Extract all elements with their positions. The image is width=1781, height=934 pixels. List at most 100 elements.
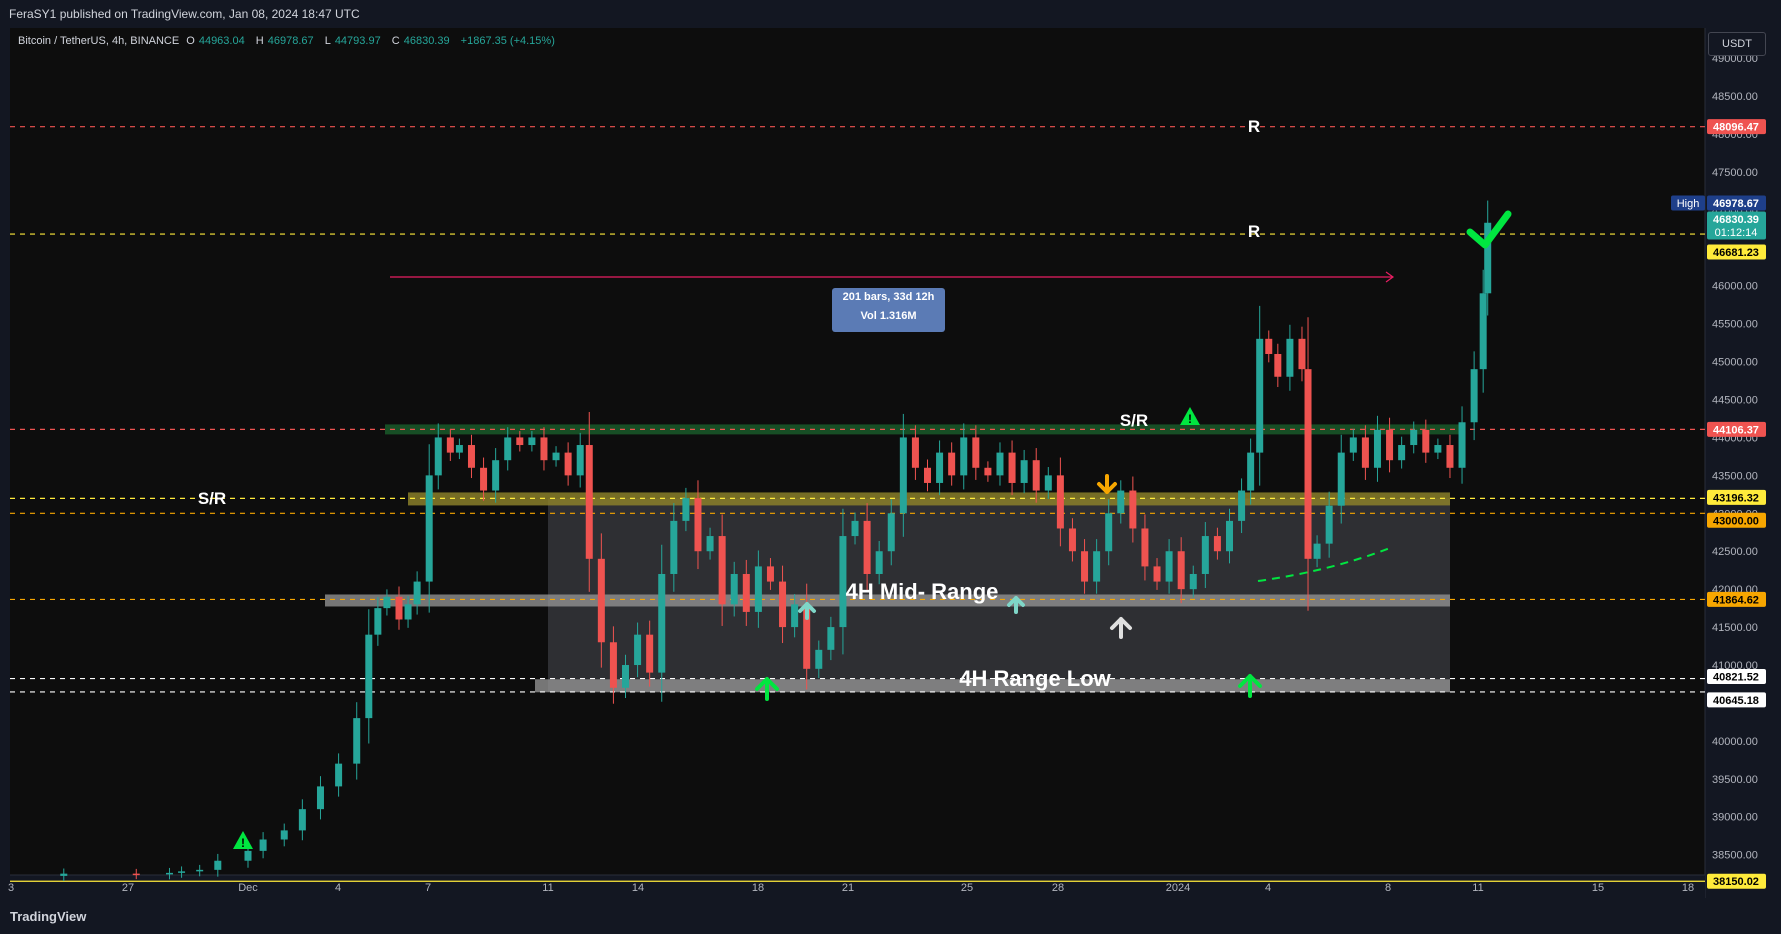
candle-body (395, 596, 403, 620)
candle-body (374, 608, 382, 635)
price-tag-text: 38150.02 (1713, 876, 1759, 888)
candle-body (492, 460, 500, 491)
candle-body (1337, 452, 1345, 506)
label-sr-left: S/R (198, 489, 226, 508)
candle-body (730, 573, 738, 605)
y-tick-label: 40000.00 (1712, 736, 1758, 748)
high-value: 46978.67 (267, 35, 314, 47)
candle-body (960, 437, 968, 476)
candle-body (1434, 445, 1442, 453)
time-axis (10, 875, 1705, 898)
candle-body (694, 498, 702, 552)
label-r-lower: R (1248, 222, 1260, 241)
price-tag-48096.47 (1707, 119, 1766, 135)
candle-body (1446, 445, 1454, 468)
candle-body (791, 604, 799, 628)
candle-body (827, 627, 835, 650)
y-tick-label: 38500.00 (1712, 850, 1758, 862)
candle-body (516, 437, 524, 446)
x-tick-label: 25 (961, 882, 973, 894)
tradingview-logo[interactable]: TradingView (10, 909, 87, 924)
trend-curve (1257, 547, 1391, 582)
price-tag-text: 40821.52 (1713, 672, 1759, 684)
candle-body (996, 452, 1004, 476)
price-tag-text: 41864.62 (1713, 594, 1759, 606)
label-r-upper: R (1248, 117, 1260, 136)
candle-body (455, 445, 463, 453)
alert-icon-2 (233, 831, 253, 849)
candle-body (1349, 437, 1357, 453)
candle-body (576, 445, 584, 476)
close-value: 46830.39 (403, 35, 450, 47)
candle-body (1247, 452, 1255, 491)
alert-icon-1-mark: ! (1188, 412, 1192, 426)
low-label: L (324, 35, 331, 47)
sr-zone-band (408, 492, 1450, 506)
candle-body (658, 573, 666, 673)
candle-body (1129, 490, 1137, 529)
candle-body (1479, 293, 1487, 370)
change-value: +1867.35 (+4.15%) (460, 35, 555, 47)
candle-body (1274, 353, 1282, 377)
candle-body (779, 581, 787, 628)
x-tick-label: 28 (1052, 882, 1064, 894)
price-tag-46830.39 (1707, 211, 1766, 240)
candle-body (1032, 460, 1040, 491)
label-mid-range: 4H Mid- Range (846, 579, 999, 604)
candle-body (1286, 338, 1294, 377)
candle-body (936, 452, 944, 483)
candle-body (1238, 490, 1246, 521)
alert-icon-1 (1180, 407, 1200, 425)
currency-button[interactable]: USDT (1708, 32, 1766, 56)
candle-body (504, 437, 512, 461)
x-tick-label: 27 (122, 882, 134, 894)
candle-body (1398, 445, 1406, 461)
candle-body (404, 604, 412, 620)
x-tick-label: 11 (542, 882, 553, 894)
candle-body (984, 467, 992, 476)
candle-body (839, 536, 847, 628)
candle-body (1265, 338, 1273, 354)
price-tag-43196.32 (1707, 489, 1766, 505)
chart-area[interactable] (10, 28, 1780, 898)
candle-body (875, 551, 883, 574)
high-tag-box (1671, 195, 1705, 211)
candle-body (609, 642, 617, 688)
x-tick-label: 11 (1472, 882, 1483, 894)
candle-body (1256, 338, 1264, 453)
candle-body (646, 634, 654, 673)
price-tag-text: 46830.39 (1713, 214, 1759, 226)
x-tick-label: 14 (632, 882, 644, 894)
price-tag-43000.00 (1707, 512, 1766, 528)
candle-body (887, 513, 895, 552)
candle-body (528, 437, 536, 446)
candle-body (1141, 528, 1149, 567)
y-tick-label: 45000.00 (1712, 357, 1758, 369)
candle-body (1165, 551, 1173, 582)
candle-body (540, 437, 548, 461)
candle-body (1044, 475, 1052, 491)
candle-body (911, 437, 919, 468)
candle-body (622, 665, 629, 688)
open-label: O (186, 35, 195, 47)
up-arrow-green-2 (1238, 674, 1262, 698)
measure-arrow-head (1385, 271, 1395, 283)
y-tick-label: 39500.00 (1712, 774, 1758, 786)
symbol-name[interactable]: Bitcoin / TetherUS, 4h, BINANCE (18, 35, 180, 47)
price-tag-text: 46978.67 (1713, 198, 1759, 210)
candle-body (178, 871, 186, 873)
candle-body (924, 467, 931, 483)
candle-body (434, 437, 442, 476)
label-sr-right: S/R (1120, 411, 1148, 430)
candle-body (214, 860, 222, 870)
candle-body (1484, 222, 1492, 294)
price-tag-text: 44106.37 (1713, 424, 1759, 436)
up-arrow-teal-2 (1007, 596, 1025, 614)
y-tick-label: 43500.00 (1712, 470, 1758, 482)
high-tag-label: High (1677, 198, 1700, 210)
price-axis (1705, 28, 1781, 898)
candle-body (718, 536, 726, 605)
price-tag-40821.52 (1707, 669, 1766, 685)
close-label: C (391, 35, 400, 47)
